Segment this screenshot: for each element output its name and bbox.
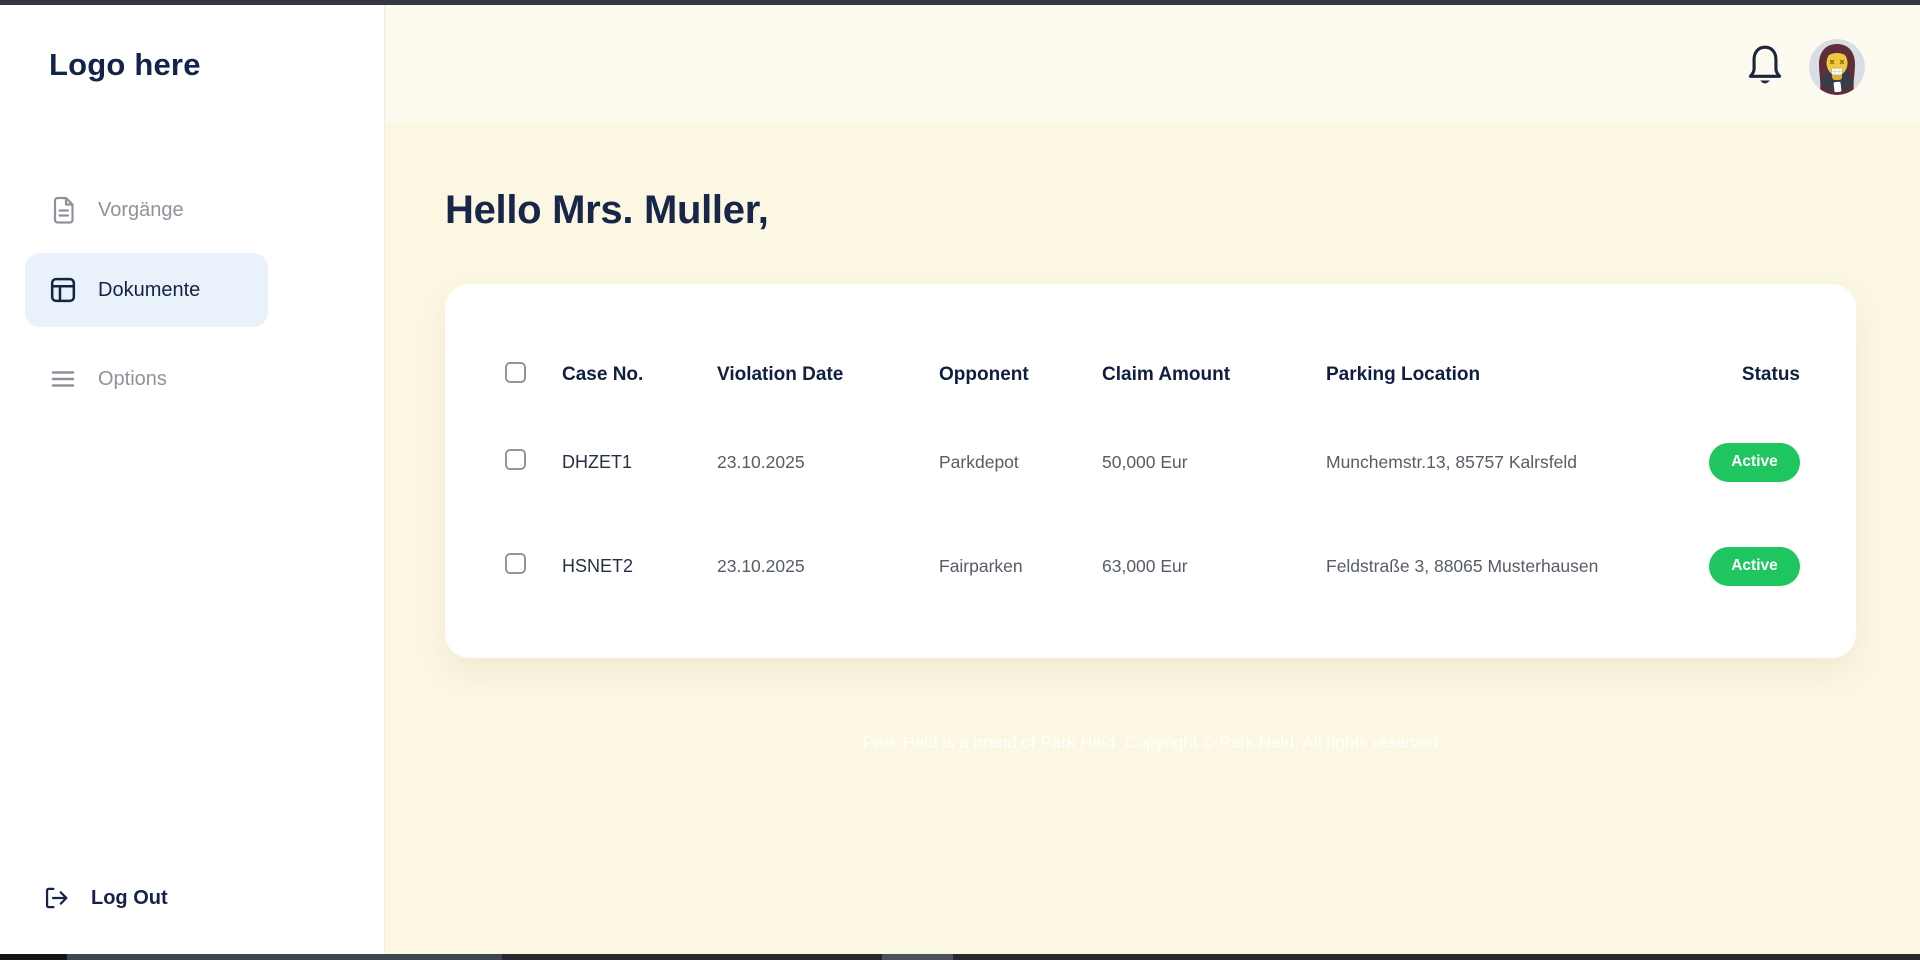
page-title: Hello Mrs. Muller, — [445, 188, 769, 232]
menu-icon — [50, 365, 76, 393]
cell-parking-location: Feldstraße 3, 88065 Musterhausen — [1326, 555, 1599, 576]
cell-violation-date: 23.10.2025 — [717, 451, 805, 472]
cell-case-no: HSNET2 — [562, 555, 634, 576]
column-header-opponent: Opponent — [939, 364, 1029, 385]
row-checkbox[interactable] — [505, 553, 526, 574]
cell-violation-date: 23.10.2025 — [717, 555, 805, 576]
column-header-parking-location: Parking Location — [1326, 364, 1481, 385]
status-badge: Active — [1709, 546, 1800, 586]
avatar[interactable] — [1809, 39, 1865, 95]
cell-claim-amount: 63,000 Eur — [1102, 555, 1188, 576]
column-header-violation-date: Violation Date — [717, 364, 844, 385]
column-header-claim-amount: Claim Amount — [1102, 364, 1231, 385]
cell-opponent: Fairparken — [939, 555, 1023, 576]
sidebar-item-vorgaenge[interactable]: Vorgänge — [25, 182, 268, 238]
logout-button[interactable]: Log Out — [25, 870, 268, 926]
column-header-status: Status — [1741, 364, 1800, 385]
table-header-row: Case No. Violation Date Opponent Claim A… — [505, 340, 1800, 410]
sidebar-item-label: Vorgänge — [98, 198, 184, 221]
notifications-button[interactable] — [1745, 42, 1785, 88]
sidebar-item-dokumente[interactable]: Dokumente — [25, 253, 268, 327]
table-row: HSNET2 23.10.2025 Fairparken 63,000 Eur … — [505, 514, 1800, 618]
cell-claim-amount: 50,000 Eur — [1102, 451, 1188, 472]
sidebar: Logo here Vorgänge Dokumente Options — [0, 5, 385, 954]
row-checkbox[interactable] — [505, 449, 526, 470]
status-badge: Active — [1709, 442, 1800, 482]
logo-text: Logo here — [49, 47, 201, 82]
bell-icon — [1748, 45, 1782, 84]
main-area: Hello Mrs. Muller, Case No. Violation Da… — [386, 5, 1920, 954]
layout-icon — [50, 276, 76, 304]
table-row: DHZET1 23.10.2025 Parkdepot 50,000 Eur M… — [505, 410, 1800, 514]
cell-parking-location: Munchemstr.13, 85757 Kalrsfeld — [1326, 451, 1577, 472]
window-top-edge — [0, 0, 1920, 5]
cases-table-card: Case No. Violation Date Opponent Claim A… — [445, 284, 1856, 658]
column-header-case-no: Case No. — [562, 364, 644, 385]
cell-case-no: DHZET1 — [562, 451, 633, 472]
top-header-bar — [386, 5, 1920, 122]
logout-icon — [43, 884, 69, 912]
select-all-checkbox[interactable] — [505, 361, 526, 383]
sidebar-item-label: Dokumente — [98, 278, 201, 301]
logout-label: Log Out — [91, 886, 168, 909]
cell-opponent: Parkdepot — [939, 451, 1019, 472]
window-bottom-edge — [0, 954, 1920, 960]
sidebar-item-options[interactable]: Options — [25, 351, 268, 407]
copyright-note: Park Held is a brand of Park Held. Copyr… — [862, 733, 1444, 752]
sidebar-item-label: Options — [98, 367, 167, 390]
document-icon — [50, 196, 76, 224]
